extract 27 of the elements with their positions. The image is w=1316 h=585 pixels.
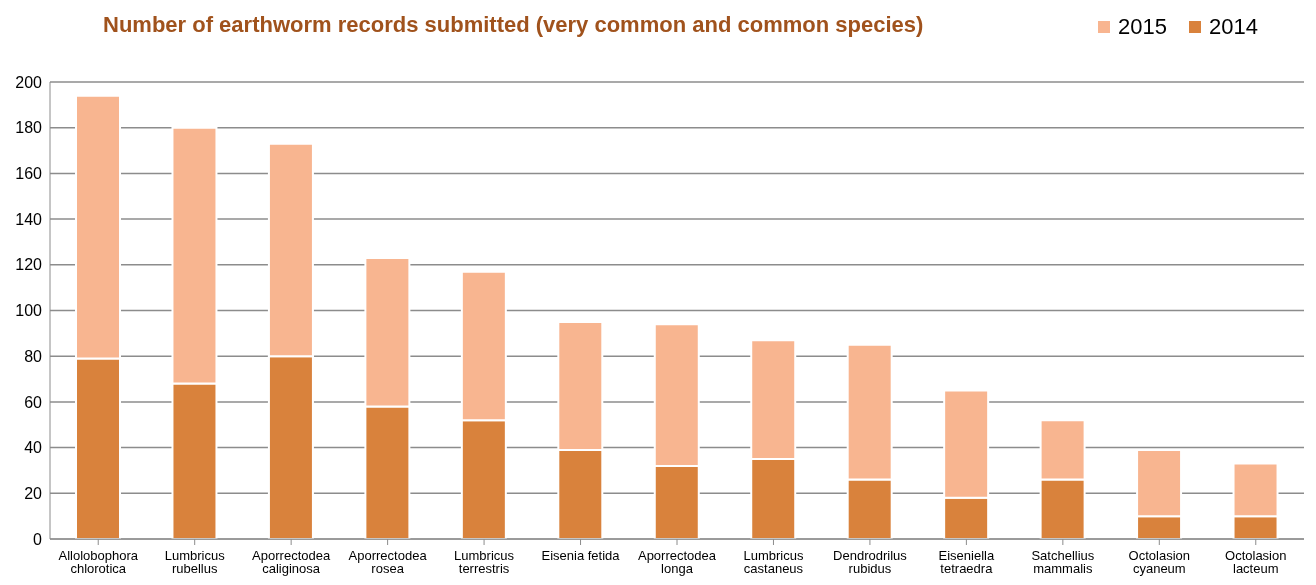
y-tick-label: 80 (24, 347, 43, 365)
x-tick-label: Satchellius mammalis (1031, 548, 1095, 577)
y-tick-label: 20 (24, 484, 43, 502)
x-tick-label: Eiseniella tetraedra (938, 548, 995, 577)
x-tick-label: Aporrectodea rosea (348, 548, 428, 577)
y-tick-label: 180 (15, 119, 43, 137)
y-tick-label: 160 (15, 165, 43, 183)
x-tick-label: Lumbricus terrestris (454, 548, 515, 577)
x-tick-label: Aporrectodea longa (637, 548, 717, 577)
x-tick-label: Aporrectodea caliginosa (252, 548, 331, 577)
y-tick-label: 200 (15, 73, 43, 91)
y-tick-label: 0 (33, 530, 43, 548)
x-tick-label: Octolasion lacteum (1225, 548, 1287, 577)
x-tick-label: Dendrodrilus rubidus (833, 548, 908, 577)
x-tick-label: Allolobophora chlorotica (58, 548, 139, 577)
legend-label: 2014 (1208, 14, 1258, 40)
y-tick-label: 120 (15, 256, 43, 274)
x-tick-label: Lumbricus rubellus (164, 548, 226, 577)
y-tick-label: 100 (15, 302, 43, 320)
x-tick-label: Eisenia fetida (541, 548, 621, 564)
x-tick-label: Octolasion cyaneum (1128, 548, 1191, 577)
y-tick-label: 60 (24, 393, 43, 411)
chart-title: Number of earthworm records submitted (very common and common species) (103, 12, 924, 38)
y-tick-label: 40 (24, 439, 43, 457)
legend-label: 2015 (1117, 14, 1168, 40)
y-tick-label: 140 (15, 210, 43, 228)
x-tick-label: Lumbricus castaneus (743, 548, 804, 577)
